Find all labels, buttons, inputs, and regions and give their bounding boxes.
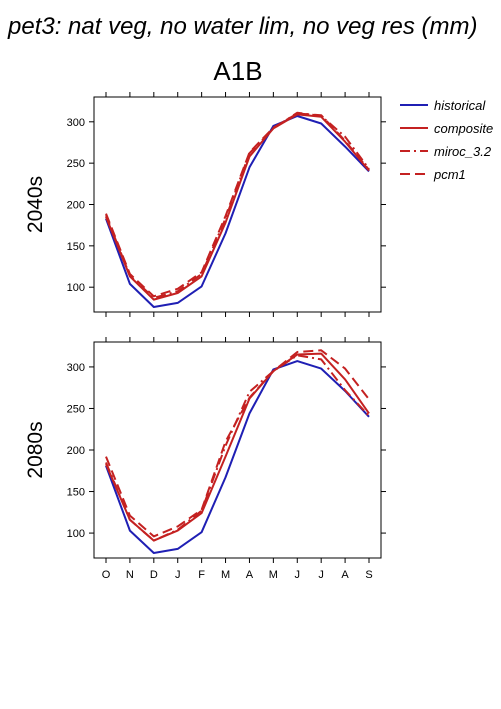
series-line-miroc-3-2 [105,111,370,299]
series-line-pcm1 [105,112,370,298]
figure-title: pet3: nat veg, no water lim, no veg res … [7,13,478,40]
legend-item: historical [400,98,486,113]
x-tick-label: J [318,569,324,581]
x-tick-label: M [269,569,278,581]
chart-panel-2080s: 100 150 200 250 300 O N D J F M A M J J A S 2080s [24,337,386,581]
series-line-historical [105,115,370,308]
y-tick-label: 250 [67,158,85,170]
panel-label: 2080s [24,421,47,478]
x-tick-label: O [102,569,111,581]
legend-item: composite [400,121,493,136]
panel-label: 2040s [24,176,47,233]
x-tick-label: F [198,569,205,581]
series-line-historical [105,360,370,554]
series-line-pcm1 [105,349,370,538]
y-tick-label: 100 [67,528,85,540]
y-tick-label: 250 [67,403,85,415]
plot-frame [93,96,382,313]
legend-label: composite [434,121,493,136]
y-tick-label: 100 [67,282,85,294]
series-line-composite [105,113,370,301]
x-tick-label: J [295,569,301,581]
figure-subtitle: A1B [213,56,262,86]
chart-panel-2040s: 100 150 200 250 300 2040s [24,92,386,317]
y-tick-label: 200 [67,445,85,457]
legend-item: miroc_3.2 [400,144,492,159]
legend: historical composite miroc_3.2 pcm1 [400,98,493,182]
legend-label: historical [434,98,486,113]
y-tick-label: 150 [67,487,85,499]
x-tick-label: J [175,569,181,581]
y-tick-label: 200 [67,200,85,212]
chart-panels: 100 150 200 250 300 2040s 100 150 200 250 300 O N D J F… [24,92,386,581]
y-tick-label: 300 [67,362,85,374]
x-tick-label: A [341,569,349,581]
legend-item: pcm1 [400,167,466,182]
x-tick-label: A [246,569,254,581]
x-tick-label: S [365,569,372,581]
y-tick-label: 150 [67,241,85,253]
x-tick-label: N [126,569,134,581]
legend-label: pcm1 [433,167,466,182]
x-tick-label: D [150,569,158,581]
x-tick-label: M [221,569,230,581]
y-tick-label: 300 [67,117,85,129]
legend-label: miroc_3.2 [434,144,492,159]
